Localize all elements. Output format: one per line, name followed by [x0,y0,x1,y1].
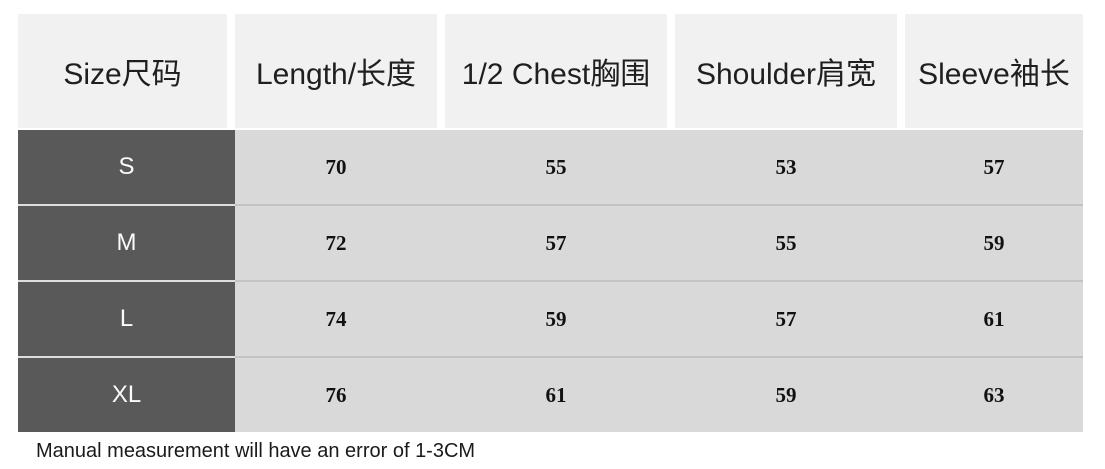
cell-m-shoulder: 55 [675,206,897,280]
cell-spacer [667,358,675,432]
column-gap [667,14,675,128]
column-header-size: Size尺码 [18,14,227,128]
row-divider [18,356,235,358]
cell-xl-sleeve: 63 [905,358,1083,432]
cell-spacer [437,206,445,280]
cell-spacer [437,358,445,432]
column-gap [437,14,445,128]
row-size-cell-m: M [18,206,235,280]
cell-xl-shoulder: 59 [675,358,897,432]
row-size-cell-xl: XL [18,358,235,432]
row-divider [18,280,235,282]
size-chart-table: Size尺码 Length/长度 1/2 Chest胸围 Shoulder肩宽 … [18,14,1083,432]
column-header-half-chest: 1/2 Chest胸围 [445,14,667,128]
column-header-sleeve: Sleeve袖长 [905,14,1083,128]
column-header-length: Length/长度 [235,14,437,128]
cell-s-half-chest: 55 [445,130,667,204]
cell-spacer [897,130,905,204]
cell-l-half-chest: 59 [445,282,667,356]
row-divider [235,356,1083,358]
cell-spacer [437,282,445,356]
cell-xl-length: 76 [235,358,437,432]
cell-l-length: 74 [235,282,437,356]
cell-spacer [667,206,675,280]
cell-xl-half-chest: 61 [445,358,667,432]
cell-spacer [897,358,905,432]
cell-l-shoulder: 57 [675,282,897,356]
cell-m-half-chest: 57 [445,206,667,280]
cell-s-sleeve: 57 [905,130,1083,204]
column-gap [227,14,235,128]
measurement-note: Manual measurement will have an error of… [36,440,476,462]
row-divider [235,280,1083,282]
column-gap [897,14,905,128]
cell-spacer [667,130,675,204]
cell-m-length: 72 [235,206,437,280]
cell-spacer [667,282,675,356]
cell-s-length: 70 [235,130,437,204]
row-divider [235,204,1083,206]
cell-s-shoulder: 53 [675,130,897,204]
cell-m-sleeve: 59 [905,206,1083,280]
cell-spacer [897,282,905,356]
cell-spacer [897,206,905,280]
cell-l-sleeve: 61 [905,282,1083,356]
row-divider [18,204,235,206]
cell-spacer [437,130,445,204]
row-size-cell-l: L [18,282,235,356]
header-body-divider [18,128,1083,130]
column-header-shoulder: Shoulder肩宽 [675,14,897,128]
row-size-cell-s: S [18,130,235,204]
